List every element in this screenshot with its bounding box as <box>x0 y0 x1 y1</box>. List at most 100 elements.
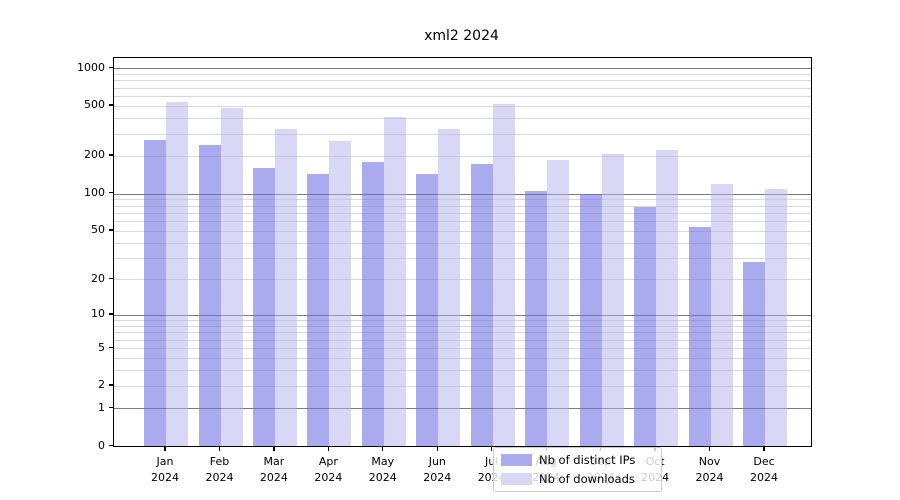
ytick-label-10: 10 <box>91 307 105 321</box>
bar-downloads-nov <box>710 183 733 446</box>
gridline-400 <box>114 118 811 119</box>
gridline-10 <box>114 314 811 316</box>
gridline-2 <box>114 385 811 387</box>
ytick-mark-10 <box>108 313 113 315</box>
gridline-8 <box>114 325 811 327</box>
gridline-3 <box>114 370 811 372</box>
gridline-200 <box>114 155 811 157</box>
gridline-1000 <box>114 68 811 69</box>
gridline-300 <box>114 133 811 135</box>
plot-area: Nb of distinct IPs Nb of downloads <box>113 57 812 492</box>
gridline-8 <box>114 325 811 327</box>
bar-downloads-jan <box>166 102 188 446</box>
xtick-label-jun: Jun 2024 <box>423 455 452 484</box>
bar-downloads-jul <box>492 103 515 446</box>
legend-label-downloads: Nb of downloads <box>539 472 635 486</box>
xtick-label-dec: Dec 2024 <box>750 455 778 484</box>
xtick-label-jan: Jan 2024 <box>151 455 179 484</box>
gridline-600 <box>114 95 811 97</box>
gridline-20 <box>114 279 811 281</box>
gridline-70 <box>114 212 811 214</box>
gridline-900 <box>114 73 811 75</box>
xtick-label-feb: Feb 2024 <box>205 455 234 484</box>
bar-distinct-ips-mar <box>252 168 275 446</box>
gridline-100 <box>114 193 811 195</box>
xtick-mark-may <box>382 446 384 451</box>
bar-distinct-ips-oct <box>634 206 657 446</box>
gridline-70 <box>114 212 811 214</box>
gridline-80 <box>114 205 811 207</box>
bar-distinct-ips-apr <box>307 174 330 446</box>
bar-downloads-jun <box>438 129 461 446</box>
bar-distinct-ips-nov <box>688 226 711 446</box>
ytick-label-1: 1 <box>98 400 105 414</box>
bar-downloads-feb <box>220 107 243 446</box>
bar-distinct-ips-may <box>361 161 384 446</box>
gridline-600 <box>114 95 811 97</box>
legend-label-distinct-ips: Nb of distinct IPs <box>539 453 636 467</box>
gridline-7 <box>114 332 811 334</box>
gridline-200 <box>114 155 811 157</box>
gridline-80 <box>114 205 811 207</box>
ytick-mark-1 <box>108 406 113 408</box>
ytick-mark-20 <box>108 277 113 280</box>
gridline-40 <box>114 242 811 244</box>
ytick-mark-50 <box>108 229 113 231</box>
gridline-1 <box>114 408 811 410</box>
bar-distinct-ips-aug <box>525 190 548 446</box>
gridline-60 <box>114 221 811 223</box>
gridline-9 <box>114 320 811 321</box>
xtick-label-may: May 2024 <box>368 455 397 484</box>
xtick-label-apr: Apr 2024 <box>314 455 343 484</box>
ytick-mark-1000 <box>108 66 113 68</box>
ytick-label-500: 500 <box>84 98 105 112</box>
bar-downloads-may <box>383 116 406 446</box>
bar-distinct-ips-jul <box>470 164 493 446</box>
gridline-20 <box>114 279 811 281</box>
xtick-label-mar: Mar 2024 <box>259 455 288 484</box>
gridline-900 <box>114 73 811 75</box>
gridline-4 <box>114 357 811 359</box>
gridline-700 <box>114 87 811 89</box>
bar-downloads-mar <box>274 128 297 446</box>
ytick-mark-2 <box>108 384 113 386</box>
gridline-7 <box>114 332 811 334</box>
ytick-mark-500 <box>108 104 113 106</box>
ytick-mark-100 <box>108 192 113 194</box>
gridline-40 <box>114 242 811 244</box>
legend-swatch-downloads <box>501 473 532 485</box>
gridline-800 <box>114 80 811 82</box>
ytick-label-200: 200 <box>84 148 105 162</box>
legend-swatch-distinct-ips <box>501 454 532 466</box>
bar-distinct-ips-jan <box>144 139 166 446</box>
ytick-label-0: 0 <box>98 438 105 452</box>
gridline-1000 <box>114 68 811 69</box>
gridline-6 <box>114 339 811 341</box>
xtick-mark-feb <box>218 446 221 451</box>
bar-downloads-apr <box>329 140 352 446</box>
bar-distinct-ips-sep <box>579 194 602 446</box>
ytick-label-20: 20 <box>91 271 105 285</box>
legend: Nb of distinct IPs Nb of downloads <box>493 447 662 492</box>
gridline-5 <box>114 348 811 349</box>
legend-item-distinct-ips: Nb of distinct IPs <box>501 453 653 467</box>
gridline-50 <box>114 230 811 232</box>
gridline-2 <box>114 385 811 387</box>
bar-distinct-ips-feb <box>198 145 221 446</box>
bar-downloads-dec <box>765 189 787 446</box>
gridline-4 <box>114 357 811 359</box>
gridlines-overlay <box>114 58 811 446</box>
gridline-800 <box>114 80 811 82</box>
gridline-90 <box>114 199 811 201</box>
bar-distinct-ips-jun <box>416 173 439 446</box>
ytick-label-5: 5 <box>98 340 105 354</box>
xtick-label-nov: Nov 2024 <box>695 455 724 484</box>
ytick-label-100: 100 <box>84 186 105 199</box>
xtick-mark-jul <box>491 446 493 451</box>
gridline-500 <box>114 105 811 107</box>
ytick-label-2: 2 <box>98 378 105 392</box>
gridline-5 <box>114 348 811 349</box>
xtick-mark-mar <box>273 446 275 451</box>
xtick-mark-dec <box>763 446 765 451</box>
